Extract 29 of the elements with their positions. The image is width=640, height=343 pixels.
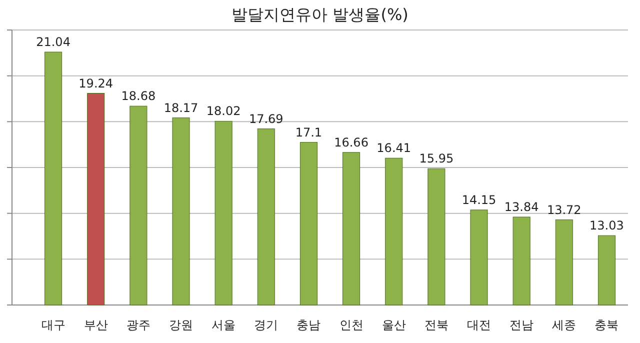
x-tick-label: 광주 bbox=[126, 318, 150, 332]
x-tick-label: 울산 bbox=[382, 318, 406, 332]
x-tick-label: 세종 bbox=[552, 318, 576, 332]
x-tick-label: 인천 bbox=[339, 318, 364, 332]
x-tick-label: 충남 bbox=[296, 318, 321, 332]
x-tick-label: 대전 bbox=[467, 318, 491, 332]
data-label: 18.02 bbox=[206, 104, 241, 118]
x-tick-label: 전남 bbox=[510, 318, 534, 332]
data-label: 21.04 bbox=[36, 35, 70, 49]
data-label: 19.24 bbox=[78, 76, 114, 90]
data-label: 17.69 bbox=[248, 112, 284, 126]
data-label: 14.15 bbox=[462, 192, 496, 207]
data-label: 16.66 bbox=[334, 135, 368, 150]
data-label: 18.68 bbox=[121, 89, 156, 104]
x-tick-label: 충북 bbox=[594, 318, 619, 332]
x-tick-label: 대구 bbox=[41, 318, 66, 332]
data-label: 16.41 bbox=[376, 141, 412, 156]
data-label: 18.17 bbox=[164, 100, 198, 115]
x-tick-label: 서울 bbox=[212, 318, 236, 332]
data-label: 15.95 bbox=[419, 152, 454, 166]
x-tick-label: 경기 bbox=[254, 318, 278, 332]
x-tick-label: 전북 bbox=[424, 318, 448, 332]
data-label: 13.72 bbox=[546, 202, 582, 217]
chart-title: 발달지연유아 발생율(%) bbox=[232, 5, 408, 24]
x-tick-label: 부산 bbox=[84, 318, 108, 332]
data-label: 13.03 bbox=[590, 218, 624, 233]
x-tick-label: 강원 bbox=[169, 318, 193, 332]
data-label: 17.1 bbox=[295, 125, 322, 140]
data-label: 13.84 bbox=[504, 200, 539, 214]
